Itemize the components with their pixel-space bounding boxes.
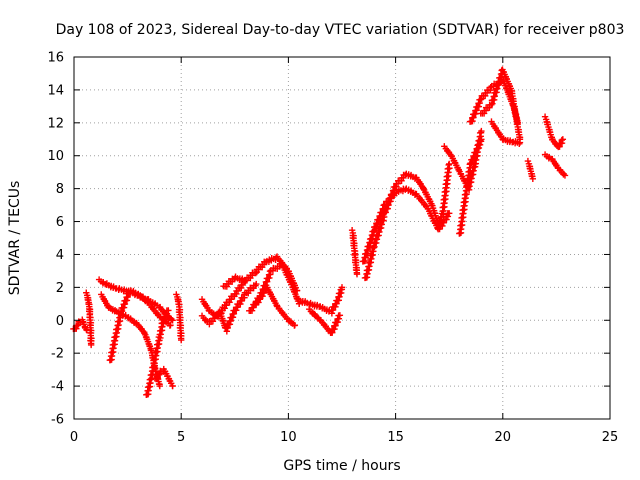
y-tick-label: 4	[56, 248, 64, 263]
series-s18	[361, 170, 427, 282]
data-point	[169, 382, 176, 390]
series-s14	[295, 284, 346, 317]
data-point	[169, 317, 176, 324]
x-tick-label: 5	[177, 430, 185, 445]
series-s25	[524, 157, 537, 182]
y-tick-label: 14	[47, 83, 64, 98]
data-point	[478, 127, 485, 135]
data-point	[252, 269, 259, 277]
chart-title: Day 108 of 2023, Sidereal Day-to-day VTE…	[56, 22, 625, 38]
series-s5	[106, 287, 174, 364]
data-point	[74, 322, 81, 329]
data-point	[561, 172, 569, 179]
data-point	[558, 136, 566, 144]
data-point	[156, 382, 163, 390]
points-layer	[70, 66, 569, 398]
series-s11	[220, 253, 301, 294]
y-tick-label: 0	[56, 314, 64, 329]
data-point	[336, 312, 344, 319]
data-point	[446, 160, 453, 168]
y-tick-label: 2	[56, 281, 64, 296]
data-point	[487, 83, 494, 91]
data-point	[165, 307, 172, 314]
data-point	[477, 96, 484, 103]
x-tick-label: 10	[280, 430, 297, 445]
data-point	[253, 280, 260, 288]
data-point	[516, 139, 524, 146]
data-point	[529, 175, 537, 182]
data-point	[156, 371, 163, 379]
data-point	[178, 336, 185, 344]
series-s13	[252, 284, 299, 329]
y-tick-label: -6	[51, 413, 64, 428]
x-tick-label: 15	[387, 430, 404, 445]
series-s2	[83, 289, 95, 349]
y-tick-label: -4	[51, 380, 64, 395]
x-tick-label: 25	[602, 430, 619, 445]
data-point	[559, 136, 567, 143]
series-s16	[348, 227, 361, 278]
y-tick-label: 8	[56, 182, 64, 197]
data-point	[338, 284, 346, 291]
data-point	[167, 322, 174, 329]
y-tick-label: 12	[47, 116, 64, 131]
series-s23	[477, 66, 524, 143]
data-point	[87, 341, 95, 349]
y-tick-label: 16	[47, 51, 64, 66]
series-s12	[246, 260, 303, 315]
series-s8	[173, 291, 185, 344]
data-point	[144, 298, 151, 305]
series-s15	[306, 306, 344, 337]
series-s21	[456, 136, 485, 237]
x-tick-label: 0	[70, 430, 78, 445]
x-axis-label: GPS time / hours	[283, 458, 400, 474]
series-s7	[151, 365, 176, 390]
series-s10	[198, 280, 260, 335]
y-axis-label: SDTVAR / TECUs	[7, 181, 23, 296]
series-s27	[541, 151, 569, 179]
data-point	[446, 210, 453, 217]
y-tick-label: -2	[51, 347, 64, 362]
data-point	[168, 315, 175, 323]
series-s6	[143, 307, 172, 398]
y-tick-label: 10	[47, 149, 64, 164]
data-point	[353, 271, 361, 278]
plot-frame	[73, 56, 611, 420]
x-tick-label: 20	[495, 430, 512, 445]
series-s24	[488, 118, 524, 147]
data-point	[478, 136, 485, 143]
y-tick-label: 6	[56, 215, 64, 230]
series-s19	[419, 160, 453, 228]
series-s26	[541, 113, 567, 151]
ticks-layer: -6 -4 -2 0 2 4 6 8 10 12 14 16 0 5 10 15 20 25	[47, 51, 618, 446]
data-point	[291, 322, 299, 329]
